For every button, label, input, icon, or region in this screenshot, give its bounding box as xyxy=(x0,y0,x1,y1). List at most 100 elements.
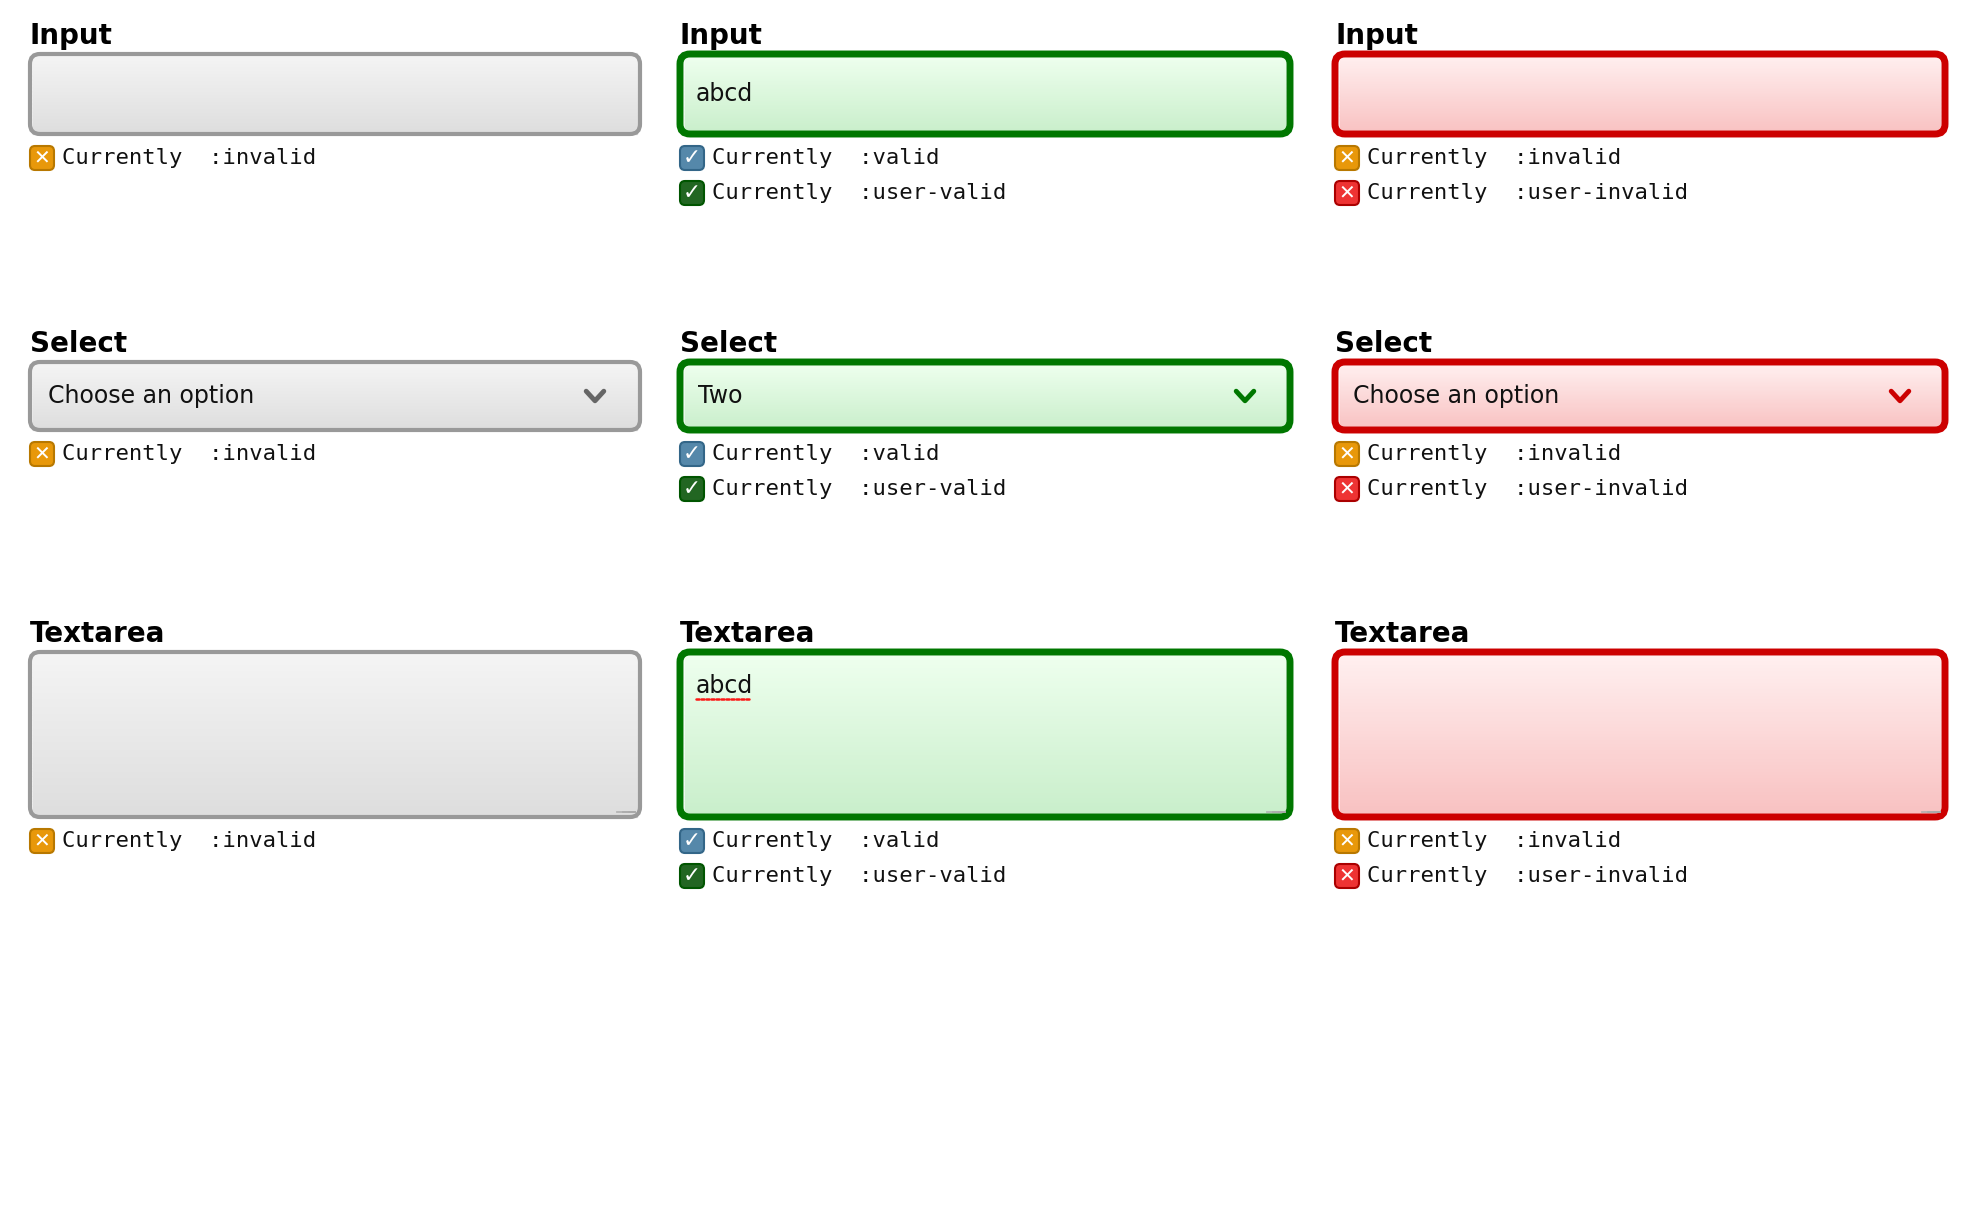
Bar xyxy=(686,752,1284,755)
Bar xyxy=(34,93,636,94)
Bar xyxy=(1340,104,1940,106)
Bar xyxy=(686,419,1284,421)
Bar xyxy=(1340,697,1940,700)
Bar xyxy=(686,95,1284,96)
Bar xyxy=(34,656,636,658)
Bar xyxy=(686,106,1284,108)
Bar xyxy=(34,703,636,707)
Bar xyxy=(1340,768,1940,770)
Bar xyxy=(34,363,636,366)
Bar xyxy=(1340,764,1940,768)
Bar xyxy=(686,386,1284,389)
Bar xyxy=(34,734,636,736)
Bar xyxy=(1340,113,1940,116)
Bar xyxy=(686,757,1284,759)
Bar xyxy=(686,725,1284,728)
Bar xyxy=(686,724,1284,727)
Bar xyxy=(686,796,1284,798)
Bar xyxy=(34,411,636,413)
Bar xyxy=(686,118,1284,119)
Bar xyxy=(686,383,1284,384)
FancyBboxPatch shape xyxy=(680,442,704,466)
Bar xyxy=(686,740,1284,742)
Bar xyxy=(686,73,1284,74)
Bar xyxy=(686,132,1284,133)
Bar xyxy=(686,119,1284,121)
Bar xyxy=(1340,428,1940,429)
Bar xyxy=(686,669,1284,672)
FancyBboxPatch shape xyxy=(680,477,704,501)
Bar xyxy=(34,809,636,812)
Bar xyxy=(34,369,636,372)
Bar xyxy=(1340,67,1940,68)
Bar xyxy=(686,71,1284,72)
Bar xyxy=(686,85,1284,87)
Text: Currently  :invalid: Currently :invalid xyxy=(62,831,316,851)
Bar xyxy=(686,425,1284,428)
Bar xyxy=(686,785,1284,787)
Bar xyxy=(1340,691,1940,694)
Bar xyxy=(686,363,1284,364)
Bar xyxy=(34,94,636,95)
Bar xyxy=(686,104,1284,106)
Bar xyxy=(686,393,1284,394)
Bar xyxy=(1340,367,1940,368)
Bar xyxy=(1340,417,1940,418)
Bar xyxy=(1340,811,1940,814)
Bar xyxy=(34,118,636,121)
Bar xyxy=(34,719,636,722)
Bar xyxy=(1340,405,1940,407)
Bar xyxy=(34,423,636,424)
Bar xyxy=(1340,108,1940,110)
Bar xyxy=(1340,408,1940,411)
Bar xyxy=(1340,657,1940,661)
Bar xyxy=(1340,405,1940,406)
Bar xyxy=(34,427,636,428)
Bar xyxy=(686,427,1284,429)
Bar xyxy=(1340,391,1940,394)
Bar xyxy=(34,372,636,373)
Bar xyxy=(686,127,1284,128)
Bar xyxy=(1340,394,1940,396)
Bar xyxy=(34,74,636,76)
Bar xyxy=(34,378,636,379)
Bar xyxy=(1340,363,1940,364)
Bar xyxy=(34,408,636,410)
Bar xyxy=(34,683,636,685)
Bar xyxy=(1340,790,1940,792)
Bar xyxy=(1340,389,1940,390)
Bar xyxy=(1340,115,1940,116)
Bar xyxy=(34,413,636,414)
Bar xyxy=(686,60,1284,61)
Bar xyxy=(686,107,1284,110)
Bar xyxy=(686,424,1284,425)
Text: Currently  :user-valid: Currently :user-valid xyxy=(712,183,1006,204)
Bar xyxy=(34,62,636,65)
Bar xyxy=(34,379,636,380)
Bar xyxy=(34,772,636,774)
Bar xyxy=(1340,773,1940,775)
Bar xyxy=(1340,805,1940,807)
Bar xyxy=(1340,375,1940,378)
Bar xyxy=(1340,101,1940,102)
Bar xyxy=(34,790,636,792)
Bar xyxy=(34,87,636,89)
Bar xyxy=(1340,787,1940,791)
Bar xyxy=(34,73,636,74)
FancyBboxPatch shape xyxy=(30,829,54,853)
Bar xyxy=(34,659,636,662)
Bar xyxy=(34,664,636,667)
Bar xyxy=(686,390,1284,393)
Bar xyxy=(34,123,636,126)
Bar xyxy=(686,403,1284,406)
Bar xyxy=(34,95,636,98)
Bar xyxy=(34,122,636,123)
FancyBboxPatch shape xyxy=(1336,146,1360,169)
Bar xyxy=(34,694,636,696)
Bar xyxy=(34,419,636,421)
Bar xyxy=(686,698,1284,701)
Bar xyxy=(34,77,636,79)
Bar xyxy=(1340,397,1940,400)
Bar xyxy=(34,396,636,397)
Bar xyxy=(686,706,1284,708)
